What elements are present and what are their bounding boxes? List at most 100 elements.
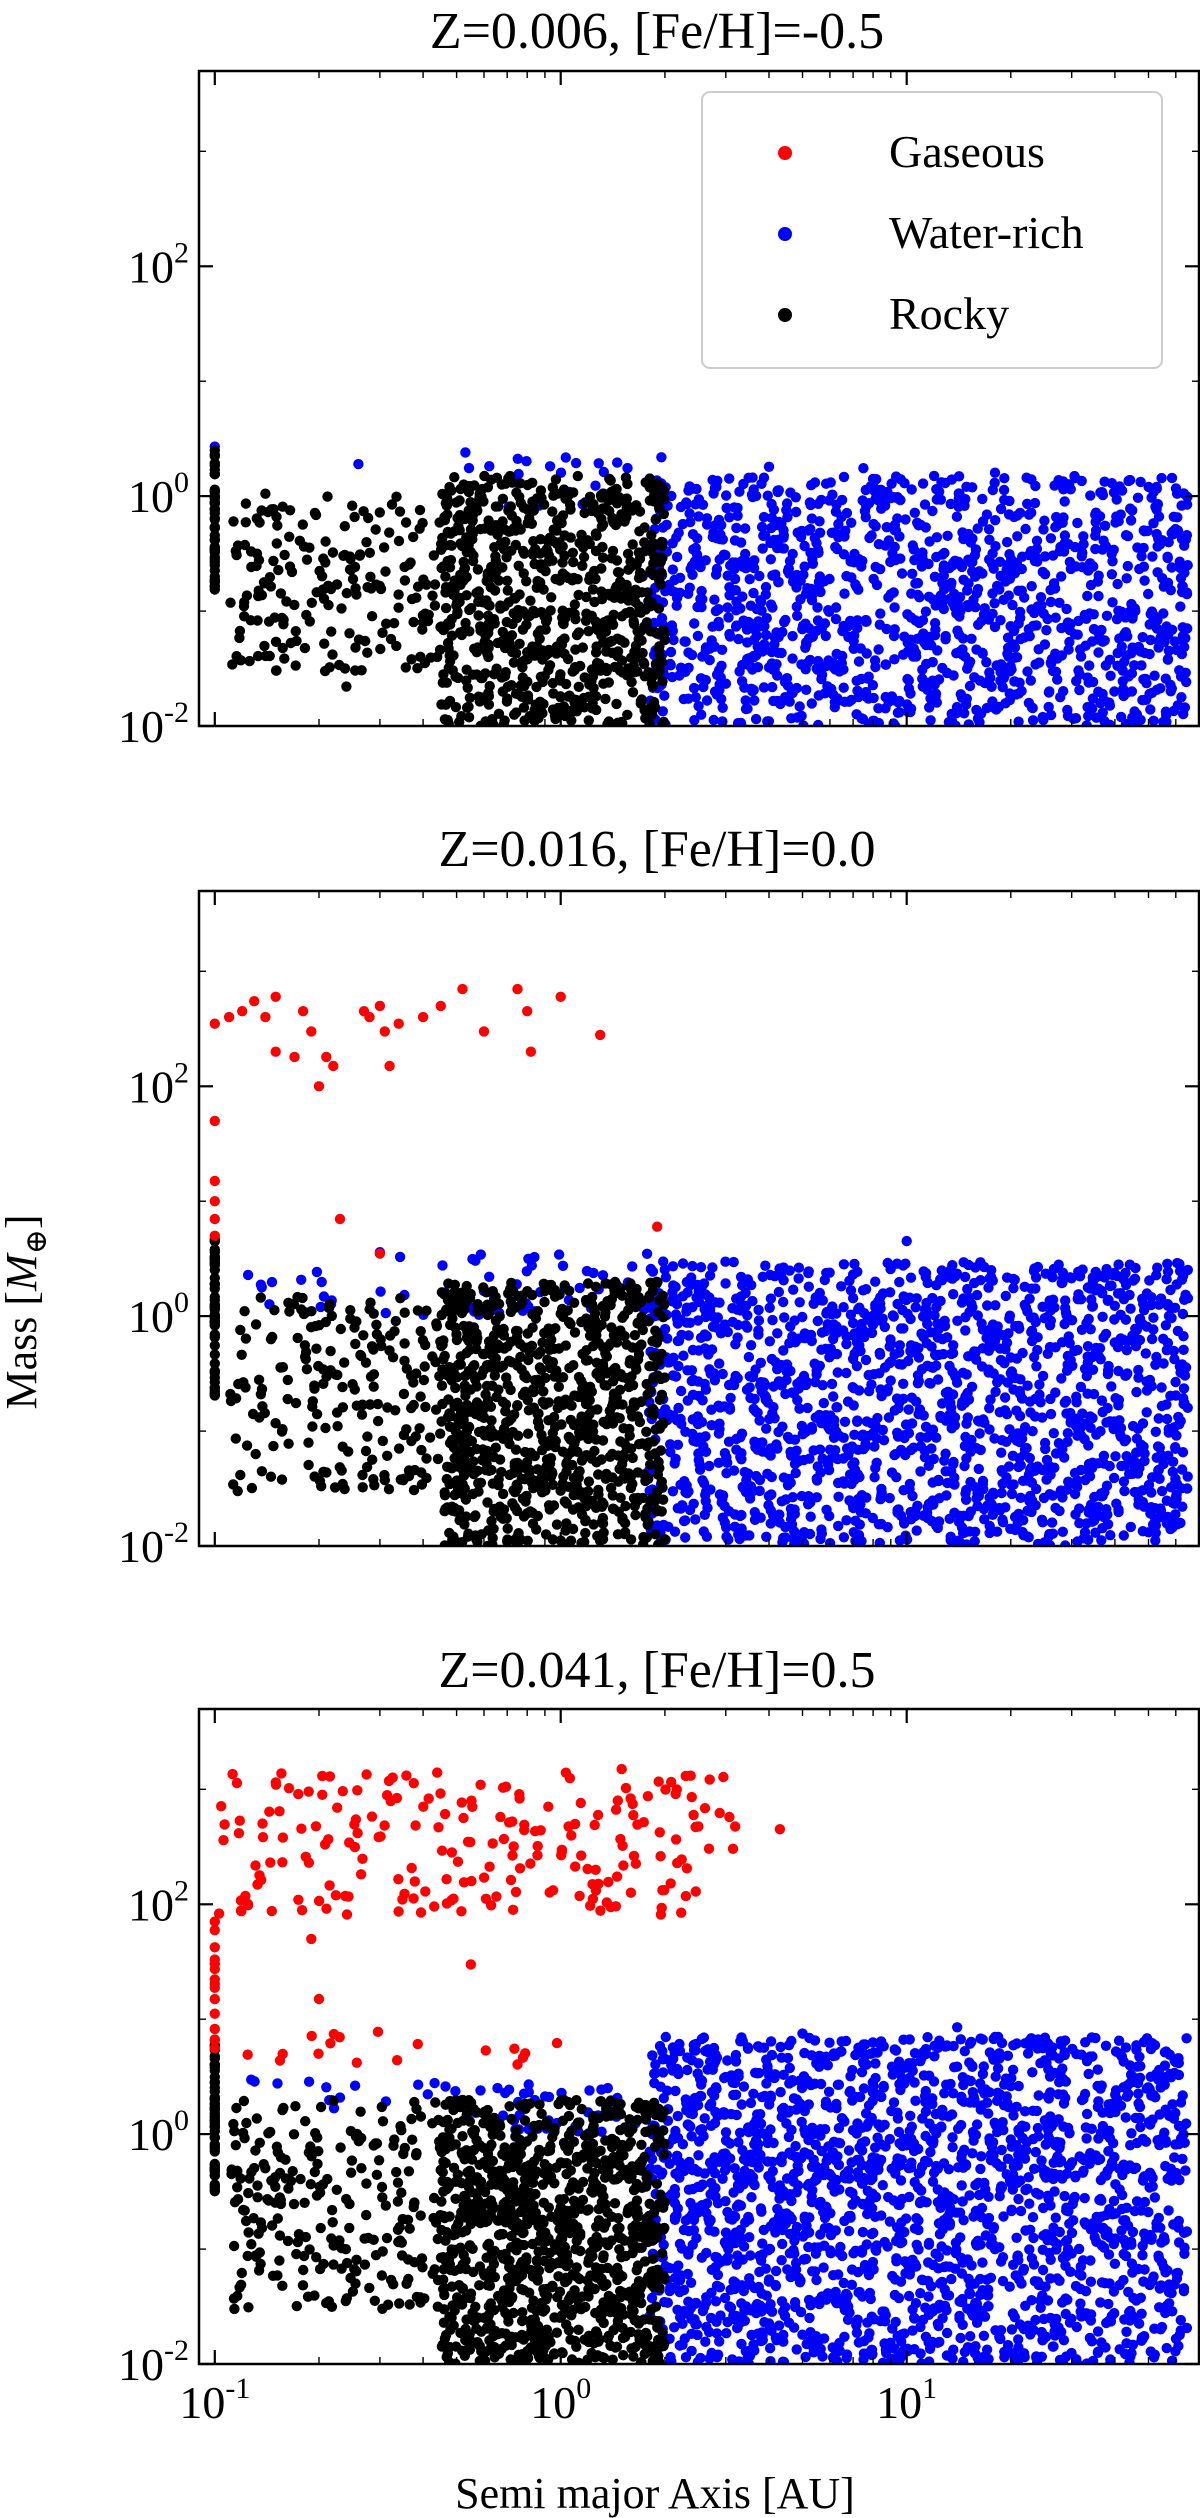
rocky-point xyxy=(235,1469,246,1481)
water-rich-point xyxy=(924,536,935,547)
water-rich-point xyxy=(674,572,686,583)
rocky-point xyxy=(512,1326,523,1337)
water-rich-point xyxy=(1014,1323,1025,1334)
y-axis-label-text: Mass [M⊕] xyxy=(0,1214,53,1409)
water-rich-point xyxy=(955,689,966,700)
water-rich-point xyxy=(824,495,835,506)
water-rich-point xyxy=(912,589,924,601)
water-rich-point xyxy=(484,461,495,472)
water-rich-point xyxy=(1137,1496,1149,1508)
water-rich-point xyxy=(1050,1502,1061,1514)
water-rich-point xyxy=(1039,569,1051,580)
rocky-point xyxy=(602,718,613,726)
water-rich-point xyxy=(927,505,938,517)
water-rich-point xyxy=(1153,511,1165,522)
water-rich-point xyxy=(917,664,928,675)
water-rich-point xyxy=(924,702,935,713)
water-rich-point xyxy=(1170,1478,1181,1489)
water-rich-point xyxy=(859,506,871,517)
rocky-point xyxy=(519,655,530,666)
rocky-point xyxy=(603,588,614,600)
rocky-point xyxy=(502,585,513,596)
rocky-point xyxy=(469,1511,480,1523)
rocky-point xyxy=(627,539,638,550)
water-rich-point xyxy=(1123,671,1134,682)
water-rich-point xyxy=(1085,1422,1096,1434)
rocky-point xyxy=(621,1339,632,1350)
rocky-point xyxy=(489,585,501,596)
rocky-point xyxy=(537,1337,548,1348)
water-rich-point xyxy=(803,1281,814,1292)
water-rich-point xyxy=(813,719,824,726)
rocky-point xyxy=(585,571,596,582)
rocky-point xyxy=(573,681,584,692)
rocky-point xyxy=(365,571,376,582)
water-rich-point xyxy=(740,523,751,534)
water-rich-point xyxy=(799,540,810,552)
water-rich-point xyxy=(1140,694,1152,705)
water-rich-point xyxy=(901,1235,912,1247)
rocky-point xyxy=(641,1532,652,1543)
water-rich-point xyxy=(699,1378,710,1390)
rocky-point xyxy=(399,575,411,586)
water-rich-point xyxy=(1135,646,1146,657)
water-rich-point xyxy=(1122,1336,1133,1347)
rocky-point xyxy=(554,537,565,548)
water-rich-point xyxy=(990,541,1001,552)
legend-box xyxy=(701,91,1163,369)
rocky-point xyxy=(393,1443,405,1454)
rocky-point xyxy=(459,562,471,574)
rocky-point xyxy=(517,545,529,557)
water-rich-point xyxy=(1139,1448,1150,1459)
water-rich-point xyxy=(809,477,821,488)
rocky-point xyxy=(631,500,642,511)
rocky-point xyxy=(427,590,438,601)
water-rich-point xyxy=(700,1496,711,1507)
rocky-point xyxy=(611,698,622,710)
rocky-point xyxy=(320,536,331,547)
water-rich-point xyxy=(1044,686,1055,697)
water-rich-point xyxy=(760,1260,771,1271)
water-rich-point xyxy=(944,1466,956,1477)
rocky-point xyxy=(256,1466,268,1477)
water-rich-point xyxy=(1134,563,1145,575)
water-rich-point xyxy=(892,1427,903,1439)
water-rich-point xyxy=(847,1293,859,1304)
water-rich-point xyxy=(1118,1530,1130,1541)
rocky-point xyxy=(320,557,331,568)
water-rich-point xyxy=(1106,1280,1117,1291)
water-rich-point xyxy=(1063,539,1074,550)
water-rich-point xyxy=(721,502,732,514)
water-rich-point xyxy=(1177,1501,1188,1512)
water-rich-point xyxy=(764,1336,775,1347)
rocky-point xyxy=(399,1307,410,1318)
water-rich-point xyxy=(714,1297,725,1308)
water-rich-point xyxy=(812,1315,823,1327)
water-rich-point xyxy=(1104,1460,1115,1472)
water-rich-point xyxy=(1165,1390,1176,1402)
water-rich-point xyxy=(997,1478,1008,1490)
water-rich-point xyxy=(766,522,777,534)
rocky-point xyxy=(324,1298,335,1310)
water-rich-point xyxy=(787,630,798,642)
water-rich-point xyxy=(914,617,925,629)
rocky-point xyxy=(239,539,251,551)
rocky-point xyxy=(449,1489,460,1501)
water-rich-point xyxy=(827,1308,838,1320)
water-rich-point xyxy=(1019,1281,1030,1293)
water-rich-point xyxy=(849,1258,860,1270)
water-rich-point xyxy=(659,1264,670,1275)
rocky-point xyxy=(209,554,220,566)
water-rich-point xyxy=(706,1420,717,1431)
legend-label-water-rich: Water-rich xyxy=(889,207,1084,258)
water-rich-point xyxy=(999,1392,1011,1403)
water-rich-point xyxy=(1045,584,1056,596)
water-rich-point xyxy=(920,1421,932,1433)
water-rich-point xyxy=(851,581,862,592)
water-rich-point xyxy=(754,570,765,582)
water-rich-point xyxy=(1101,1480,1113,1491)
water-rich-point xyxy=(745,600,756,611)
water-rich-point xyxy=(697,651,708,662)
water-rich-point xyxy=(787,653,798,664)
water-rich-point xyxy=(839,588,850,599)
